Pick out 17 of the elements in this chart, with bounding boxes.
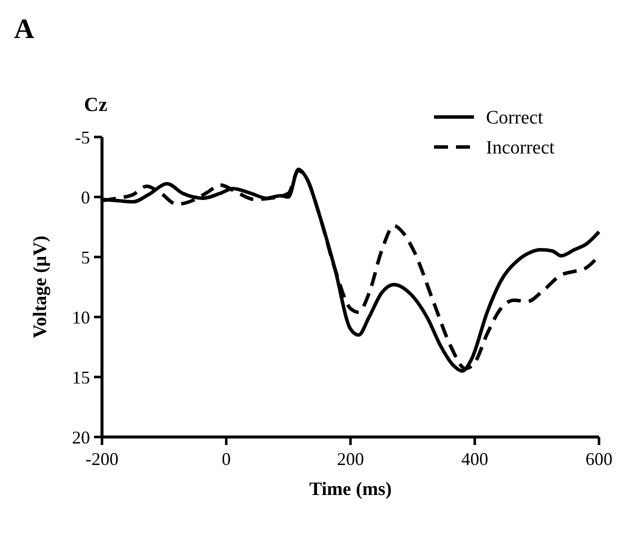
y-tick-label: 10 xyxy=(72,307,90,328)
chart-title: Cz xyxy=(84,94,108,116)
y-tick-label: 5 xyxy=(81,247,90,268)
y-tick-label: 20 xyxy=(72,427,90,448)
legend-label: Correct xyxy=(486,108,544,129)
x-axis-title: Time (ms) xyxy=(309,479,392,500)
y-tick-label: 0 xyxy=(81,187,90,208)
y-axis-title: Voltage (µV) xyxy=(30,236,51,338)
x-tick-label: 400 xyxy=(461,449,488,469)
y-tick-label: 15 xyxy=(72,367,90,388)
x-tick-label: -200 xyxy=(86,449,118,469)
y-tick-label: -5 xyxy=(75,127,90,148)
legend-label: Incorrect xyxy=(486,138,556,159)
x-tick-label: 0 xyxy=(222,449,231,469)
x-tick-label: 200 xyxy=(337,449,364,469)
text: A xyxy=(14,14,35,45)
x-tick-label: 600 xyxy=(586,449,612,469)
